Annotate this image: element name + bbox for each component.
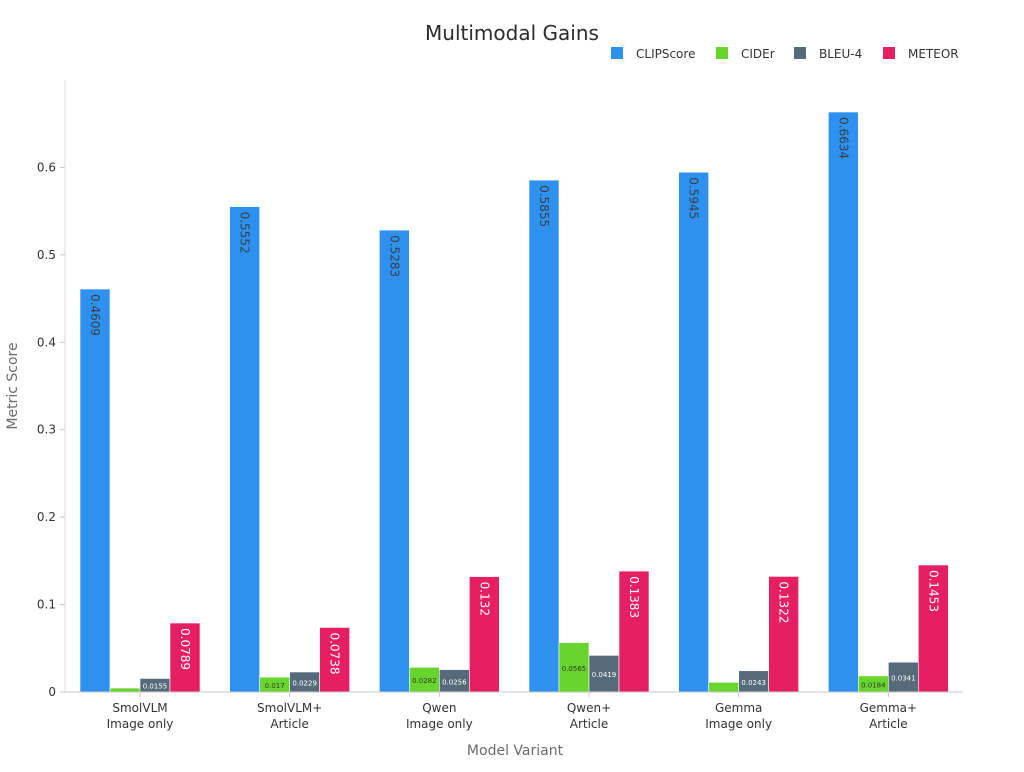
legend-swatch-clipscore: [611, 47, 623, 59]
x-tick-label: Article: [869, 717, 908, 731]
legend-swatch-bleu-4: [794, 47, 806, 59]
bar-value-label: 0.1383: [627, 576, 641, 618]
bar-value-label: 0.5945: [687, 177, 701, 219]
bar-cider: [708, 682, 739, 693]
legend-swatch-meteor: [883, 47, 895, 59]
bar-value-label: 0.0341: [891, 675, 916, 683]
bar-cider: [409, 667, 440, 693]
legend-label: BLEU-4: [819, 47, 862, 61]
bar-value-label: 0.0184: [861, 681, 886, 689]
x-tick-label: Gemma: [715, 701, 762, 715]
bar-value-label: 0.017: [265, 682, 285, 690]
bar-value-label: 0.5283: [387, 235, 401, 277]
y-tick-label: 0.6: [37, 160, 56, 174]
chart-title: Multimodal Gains: [425, 21, 599, 45]
x-tick-label: Image only: [107, 717, 174, 731]
bar-clipscore: [229, 206, 260, 693]
bar-meteor: [469, 576, 500, 693]
bar-value-label: 0.132: [477, 582, 491, 616]
bar-value-label: 0.1453: [926, 570, 940, 612]
bar-value-label: 0.0419: [592, 671, 617, 679]
x-tick-label: Article: [270, 717, 309, 731]
y-tick-label: 0: [48, 685, 56, 699]
legend: CLIPScore CIDEr BLEU-4 METEOR: [611, 47, 959, 61]
legend-label: CLIPScore: [636, 47, 695, 61]
y-tick-label: 0.3: [37, 423, 56, 437]
x-axis: SmolVLM Image only SmolVLM+ Article Qwen Imag…: [107, 692, 917, 731]
bar-clipscore: [379, 229, 410, 693]
x-axis-label: Model Variant: [467, 743, 564, 759]
legend-label: METEOR: [908, 47, 959, 61]
y-axis-label: Metric Score: [5, 342, 21, 429]
bar-labels: 0.4609 0.0155 0.0789 0.5552 0.017 0.0229 0.073…: [88, 117, 940, 691]
x-tick-label: Gemma+: [860, 701, 917, 715]
y-tick-label: 0.4: [37, 335, 56, 349]
x-tick-label: SmolVLM+: [257, 701, 322, 715]
bar-value-label: 0.6634: [836, 117, 850, 159]
bar-meteor: [768, 576, 799, 693]
x-tick-label: Image only: [406, 717, 473, 731]
x-tick-label: Qwen+: [567, 701, 611, 715]
x-tick-label: Qwen: [422, 701, 456, 715]
legend-label: CIDEr: [741, 47, 775, 61]
bar-value-label: 0.5552: [238, 212, 252, 254]
bar-value-label: 0.0789: [178, 628, 192, 670]
bar-value-label: 0.0243: [741, 679, 766, 687]
bar-bleu-4: [588, 655, 620, 693]
y-axis: 0 0.1 0.2 0.3 0.4 0.5 0.6: [37, 160, 65, 699]
bar-bleu-4: [888, 661, 919, 693]
bar-cider: [109, 687, 141, 693]
bars: [79, 111, 949, 693]
bar-clipscore: [528, 179, 560, 693]
x-tick-label: Image only: [705, 717, 772, 731]
y-tick-label: 0.5: [37, 248, 56, 262]
bar-value-label: 0.0565: [562, 665, 587, 673]
bar-clipscore: [678, 171, 709, 693]
bar-value-label: 0.0256: [442, 678, 467, 686]
bar-value-label: 0.0738: [328, 632, 342, 674]
y-tick-label: 0.1: [37, 598, 56, 612]
legend-swatch-cider: [716, 47, 728, 59]
bar-meteor: [618, 570, 650, 693]
x-tick-label: SmolVLM: [112, 701, 167, 715]
bar-value-label: 0.0155: [143, 683, 168, 691]
x-tick-label: Article: [570, 717, 609, 731]
bar-meteor: [918, 564, 949, 693]
bar-value-label: 0.4609: [88, 294, 102, 336]
y-tick-label: 0.2: [37, 510, 56, 524]
bar-clipscore: [79, 288, 111, 693]
bar-value-label: 0.0229: [292, 679, 317, 687]
bar-value-label: 0.1322: [777, 581, 791, 623]
bar-value-label: 0.5855: [537, 185, 551, 227]
bar-clipscore: [828, 111, 859, 693]
bar-value-label: 0.0282: [412, 677, 437, 685]
